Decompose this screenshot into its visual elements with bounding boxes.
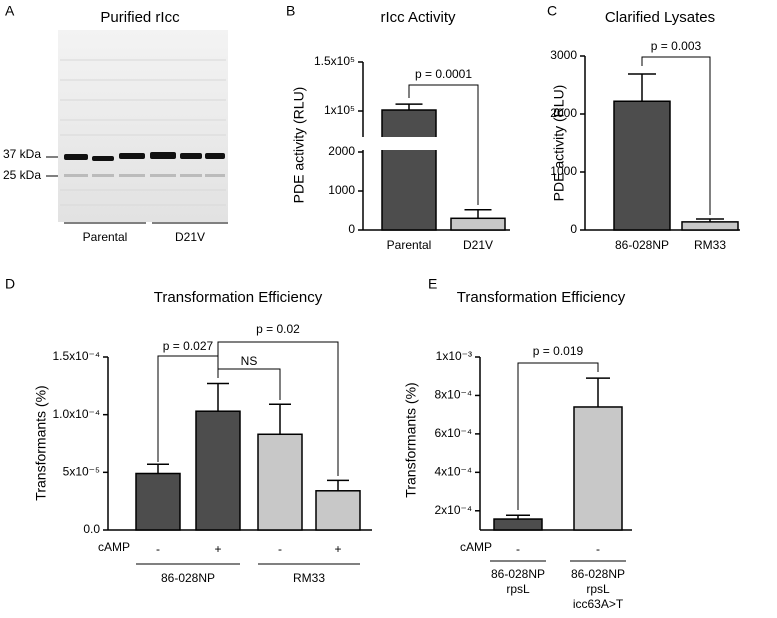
annotation: p = 0.027 (163, 339, 214, 353)
x-tick-label: RM33 (694, 238, 726, 252)
significance-bracket (217, 368, 281, 400)
y-tick-label: 3000 (550, 48, 577, 62)
x-tick-label: icc63A>T (573, 597, 624, 611)
treatment-value: + (214, 542, 221, 556)
significance-bracket (517, 362, 599, 510)
y-tick-label: 5x10⁻⁵ (63, 465, 100, 479)
axis-break-gap (380, 137, 438, 150)
y-tick-label: 1x10⁵ (324, 103, 355, 117)
panel-letter: C (547, 3, 557, 19)
y-tick-label: 0.0 (83, 522, 100, 536)
y-axis-label: Transformants (%) (403, 382, 419, 497)
x-tick-label: D21V (463, 238, 493, 252)
treatment-value: - (516, 542, 520, 556)
y-tick-label: 1x10⁻³ (436, 349, 472, 363)
treatment-value: - (596, 542, 600, 556)
annotation: NS (241, 354, 258, 368)
annotation: p = 0.02 (256, 322, 300, 336)
x-tick-label: 86-028NP (491, 567, 545, 581)
y-tick-label: 8x10⁻⁴ (434, 388, 472, 402)
annotation: p = 0.0001 (415, 67, 472, 81)
y-tick-label: 2000 (550, 106, 577, 120)
group-label: 86-028NP (161, 571, 215, 585)
x-tick-label: 86-028NP (615, 238, 669, 252)
panel-letter: D (5, 276, 15, 292)
panel-letter: B (286, 3, 295, 19)
y-tick-label: 1.0x10⁻⁴ (52, 407, 100, 421)
y-tick-label: 1.5x10⁵ (314, 54, 355, 68)
bar (381, 109, 437, 231)
bar (315, 490, 361, 531)
bar (493, 518, 543, 531)
gel-group-label: Parental (83, 230, 128, 244)
y-tick-label: 2000 (328, 144, 355, 158)
panel-letter: E (428, 276, 437, 292)
annotation: p = 0.019 (533, 344, 584, 358)
treatment-label: cAMP (98, 540, 130, 554)
y-tick-label: 6x10⁻⁴ (434, 426, 472, 440)
x-tick-label: rpsL (506, 582, 530, 596)
annotation: p = 0.003 (651, 39, 702, 53)
treatment-value: - (278, 542, 282, 556)
bar (681, 221, 739, 231)
y-axis-label: Transformants (%) (33, 385, 49, 500)
y-axis-label: PDE activity (RLU) (291, 87, 307, 204)
y-tick-label: 1.5x10⁻⁴ (52, 349, 100, 363)
y-tick-label: 0 (570, 222, 577, 236)
y-tick-label: 4x10⁻⁴ (434, 465, 472, 479)
bar (195, 410, 241, 531)
chart-title: Clarified Lysates (605, 9, 715, 26)
gel-title: Purified rIcc (100, 9, 180, 26)
gel-group-label: D21V (175, 230, 205, 244)
bar (450, 217, 506, 231)
significance-bracket (641, 56, 711, 215)
gel-marker: 37 kDa (3, 147, 41, 161)
treatment-label: cAMP (460, 540, 492, 554)
treatment-value: - (156, 542, 160, 556)
chart-title: rIcc Activity (380, 9, 456, 26)
chart-title: Transformation Efficiency (457, 289, 626, 306)
x-tick-label: 86-028NP (571, 567, 625, 581)
significance-bracket (157, 355, 219, 462)
bar (573, 406, 623, 531)
y-tick-label: 1000 (328, 183, 355, 197)
x-tick-label: Parental (387, 238, 432, 252)
x-tick-label: rpsL (586, 582, 610, 596)
y-tick-label: 2x10⁻⁴ (434, 503, 472, 517)
y-tick-label: 0 (348, 222, 355, 236)
significance-bracket (408, 84, 479, 205)
group-label: RM33 (293, 571, 325, 585)
gel-image (58, 30, 228, 222)
y-axis-label: PDE activity (RLU) (551, 85, 567, 202)
panel-letter: A (5, 3, 15, 19)
bar (257, 433, 303, 531)
gel-marker: 25 kDa (3, 168, 41, 182)
bar (135, 472, 181, 531)
bar (613, 100, 671, 231)
chart-title: Transformation Efficiency (154, 289, 323, 306)
y-tick-label: 1000 (550, 164, 577, 178)
significance-bracket (217, 341, 339, 476)
treatment-value: + (334, 542, 341, 556)
